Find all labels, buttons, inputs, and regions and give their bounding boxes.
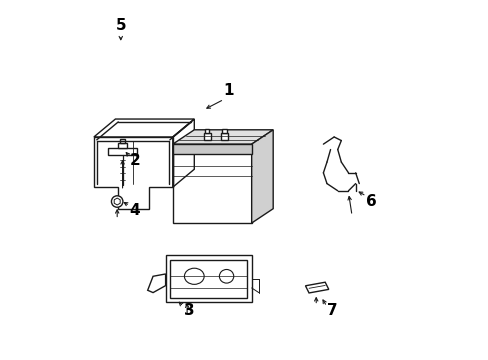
Text: 6: 6 [366, 194, 376, 209]
Bar [204, 129, 209, 133]
Text: 2: 2 [129, 153, 140, 168]
Text: 5: 5 [115, 18, 126, 33]
Polygon shape [172, 130, 273, 144]
Text: 7: 7 [326, 303, 337, 318]
Bar [203, 133, 210, 140]
Text: 3: 3 [183, 303, 194, 318]
Bar [221, 133, 228, 140]
Circle shape [111, 196, 122, 207]
Polygon shape [172, 144, 251, 154]
Polygon shape [251, 130, 273, 223]
Bar [222, 129, 226, 133]
Text: 1: 1 [223, 83, 233, 98]
Text: 4: 4 [129, 203, 140, 218]
Bar [118, 143, 126, 148]
Bar [120, 139, 125, 143]
